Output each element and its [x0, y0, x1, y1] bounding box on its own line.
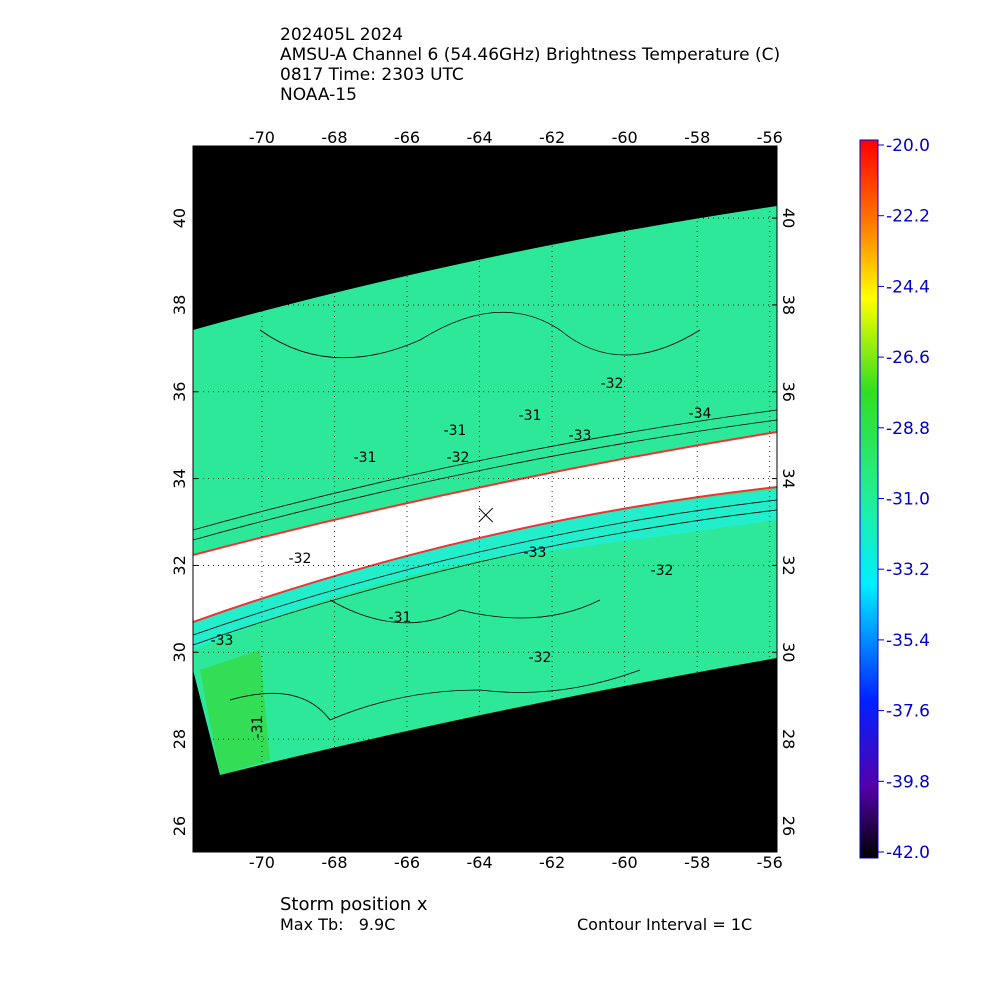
- lat-tick-label: 40: [170, 208, 189, 228]
- contour-label: -31: [519, 408, 542, 424]
- lon-tick-label: -70: [249, 853, 275, 872]
- lat-tick-label: 36: [170, 382, 189, 402]
- title-line: AMSU-A Channel 6 (54.46GHz) Brightness T…: [280, 45, 780, 65]
- gap-edge: [193, 431, 777, 556]
- colorbar-ticks: -20.0 -22.2 -24.4 -26.6 -28.8 -31.0 -33.2 -35.4…: [878, 136, 930, 863]
- colorbar-tick-label: -31.0: [886, 490, 930, 510]
- lon-tick-label: -58: [684, 853, 710, 872]
- swath-cool-band: [193, 490, 777, 650]
- lat-tick-label: 26: [779, 816, 798, 836]
- colorbar-tick-label: -33.2: [886, 560, 930, 580]
- colorbar-tick-label: -37.6: [886, 702, 930, 722]
- map-area: [193, 146, 777, 852]
- lat-tick-label: 32: [170, 555, 189, 575]
- contour-label: -32: [289, 551, 312, 567]
- contour-line: [229, 311, 701, 721]
- map-frame: [192, 145, 778, 853]
- title-line: 0817 Time: 2303 UTC: [280, 65, 464, 85]
- colorbar-tick-label: -39.8: [886, 772, 930, 792]
- lat-tick-label: 30: [170, 642, 189, 662]
- colorbar-tick-label: -35.4: [886, 631, 930, 651]
- colorbar-tick-label: -28.8: [886, 419, 930, 439]
- lon-tick-label: -70: [249, 128, 275, 147]
- contour-label: -32: [651, 563, 674, 579]
- lon-tick-label: -56: [757, 128, 783, 147]
- colorbar: [859, 139, 879, 859]
- max-tb: Max Tb: 9.9C: [280, 915, 395, 934]
- lat-tick-label: 30: [779, 642, 798, 662]
- lat-tick-label: 38: [779, 295, 798, 315]
- contour-label: -32: [601, 376, 624, 392]
- storm-marker: [478, 507, 494, 523]
- colorbar-tick-label: -24.4: [886, 277, 930, 297]
- lat-tick-label: 36: [779, 382, 798, 402]
- lon-tick-label: -60: [612, 853, 638, 872]
- contour-label: -33: [211, 633, 234, 649]
- lon-tick-label: -66: [394, 128, 420, 147]
- contour-label: -31: [389, 610, 412, 626]
- lat-tick-label: 26: [170, 816, 189, 836]
- lon-tick-label: -62: [539, 853, 565, 872]
- contour-label: -34: [689, 406, 712, 422]
- contour-label: -33: [524, 545, 547, 561]
- axes: -70 -70 -68 -68 -66 -66 -64 -64 -62 -62 -60 -60 -58 -…: [170, 128, 798, 872]
- lat-tick-label: 34: [170, 468, 189, 488]
- colorbar-tick-label: -20.0: [886, 136, 930, 156]
- lat-tick-label: 40: [779, 208, 798, 228]
- lat-tick-label: 28: [779, 729, 798, 749]
- contour-label: -32: [447, 450, 470, 466]
- lon-tick-label: -64: [466, 128, 492, 147]
- colorbar-tick-label: -42.0: [886, 843, 930, 863]
- lon-tick-label: -68: [321, 853, 347, 872]
- storm-position-note: Storm position x: [280, 894, 428, 915]
- contour-line: [193, 409, 777, 646]
- lat-tick-label: 34: [779, 468, 798, 488]
- gap-edge: [193, 486, 777, 623]
- swath-warm-patch: [200, 650, 270, 775]
- title-line: NOAA-15: [280, 85, 357, 105]
- lon-tick-label: -60: [612, 128, 638, 147]
- contour-label: -31: [444, 423, 467, 439]
- colorbar-tick-label: -26.6: [886, 348, 930, 368]
- contour-label: -32: [529, 650, 552, 666]
- lon-tick-label: -64: [466, 853, 492, 872]
- lon-tick-label: -56: [757, 853, 783, 872]
- colorbar-tick-label: -22.2: [886, 207, 930, 227]
- storm-marker-stroke: [478, 507, 494, 523]
- lat-tick-label: 38: [170, 295, 189, 315]
- lon-tick-label: -68: [321, 128, 347, 147]
- lon-tick-label: -62: [539, 128, 565, 147]
- lat-tick-label: 28: [170, 729, 189, 749]
- contour-label: -33: [569, 428, 592, 444]
- contour-label: -31: [354, 450, 377, 466]
- contour-interval: Contour Interval = 1C: [577, 915, 752, 934]
- lat-tick-label: 32: [779, 555, 798, 575]
- contour-label: -31: [250, 716, 266, 739]
- lon-tick-label: -66: [394, 853, 420, 872]
- lon-tick-label: -58: [684, 128, 710, 147]
- title-line: 202405L 2024: [280, 25, 403, 45]
